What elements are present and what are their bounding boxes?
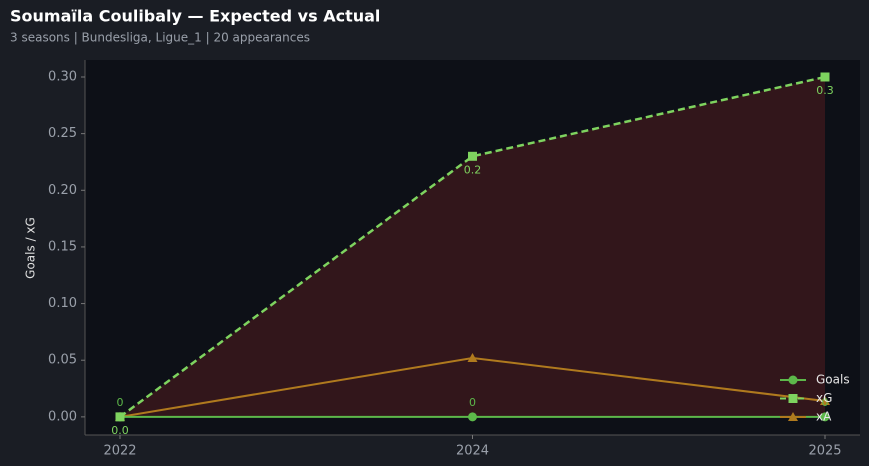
- y-tick-label: 0.20: [48, 183, 77, 198]
- chart-title: Soumaïla Coulibaly — Expected vs Actual: [10, 7, 380, 26]
- legend-label: xG: [816, 391, 832, 405]
- y-tick-label: 0.00: [48, 409, 77, 424]
- y-tick-label: 0.15: [48, 239, 77, 254]
- y-axis-label: Goals / xG: [24, 217, 38, 279]
- x-tick-label: 2025: [808, 444, 841, 459]
- marker: [115, 412, 125, 422]
- legend-marker: [788, 394, 798, 403]
- y-tick-label: 0.05: [48, 353, 77, 368]
- gap-area: [120, 76, 825, 417]
- series-line: [119, 75, 826, 418]
- y-tick-label: 0.25: [48, 126, 77, 141]
- data-label: 0.3: [816, 84, 834, 97]
- marker: [467, 352, 478, 362]
- marker: [468, 412, 477, 422]
- legend-label: Goals: [816, 373, 850, 387]
- y-tick-label: 0.30: [48, 69, 77, 84]
- data-label: 0.0: [111, 424, 129, 437]
- marker: [820, 396, 830, 406]
- marker: [820, 72, 830, 82]
- x-tick-label: 2024: [456, 444, 489, 459]
- x-tick-label: 2022: [103, 444, 136, 459]
- legend-marker: [788, 375, 798, 385]
- data-label: 0.2: [464, 163, 482, 176]
- data-label: 0: [117, 396, 124, 409]
- marker: [468, 151, 477, 161]
- data-label: 0: [822, 396, 829, 409]
- legend-label: xA: [816, 410, 832, 424]
- marker: [820, 412, 830, 422]
- y-tick-label: 0.10: [48, 296, 77, 311]
- plot-area: [85, 60, 860, 435]
- chart-subtitle: 3 seasons | Bundesliga, Ligue_1 | 20 app…: [10, 31, 310, 45]
- data-label: 0: [469, 396, 476, 409]
- legend-marker: [788, 412, 798, 421]
